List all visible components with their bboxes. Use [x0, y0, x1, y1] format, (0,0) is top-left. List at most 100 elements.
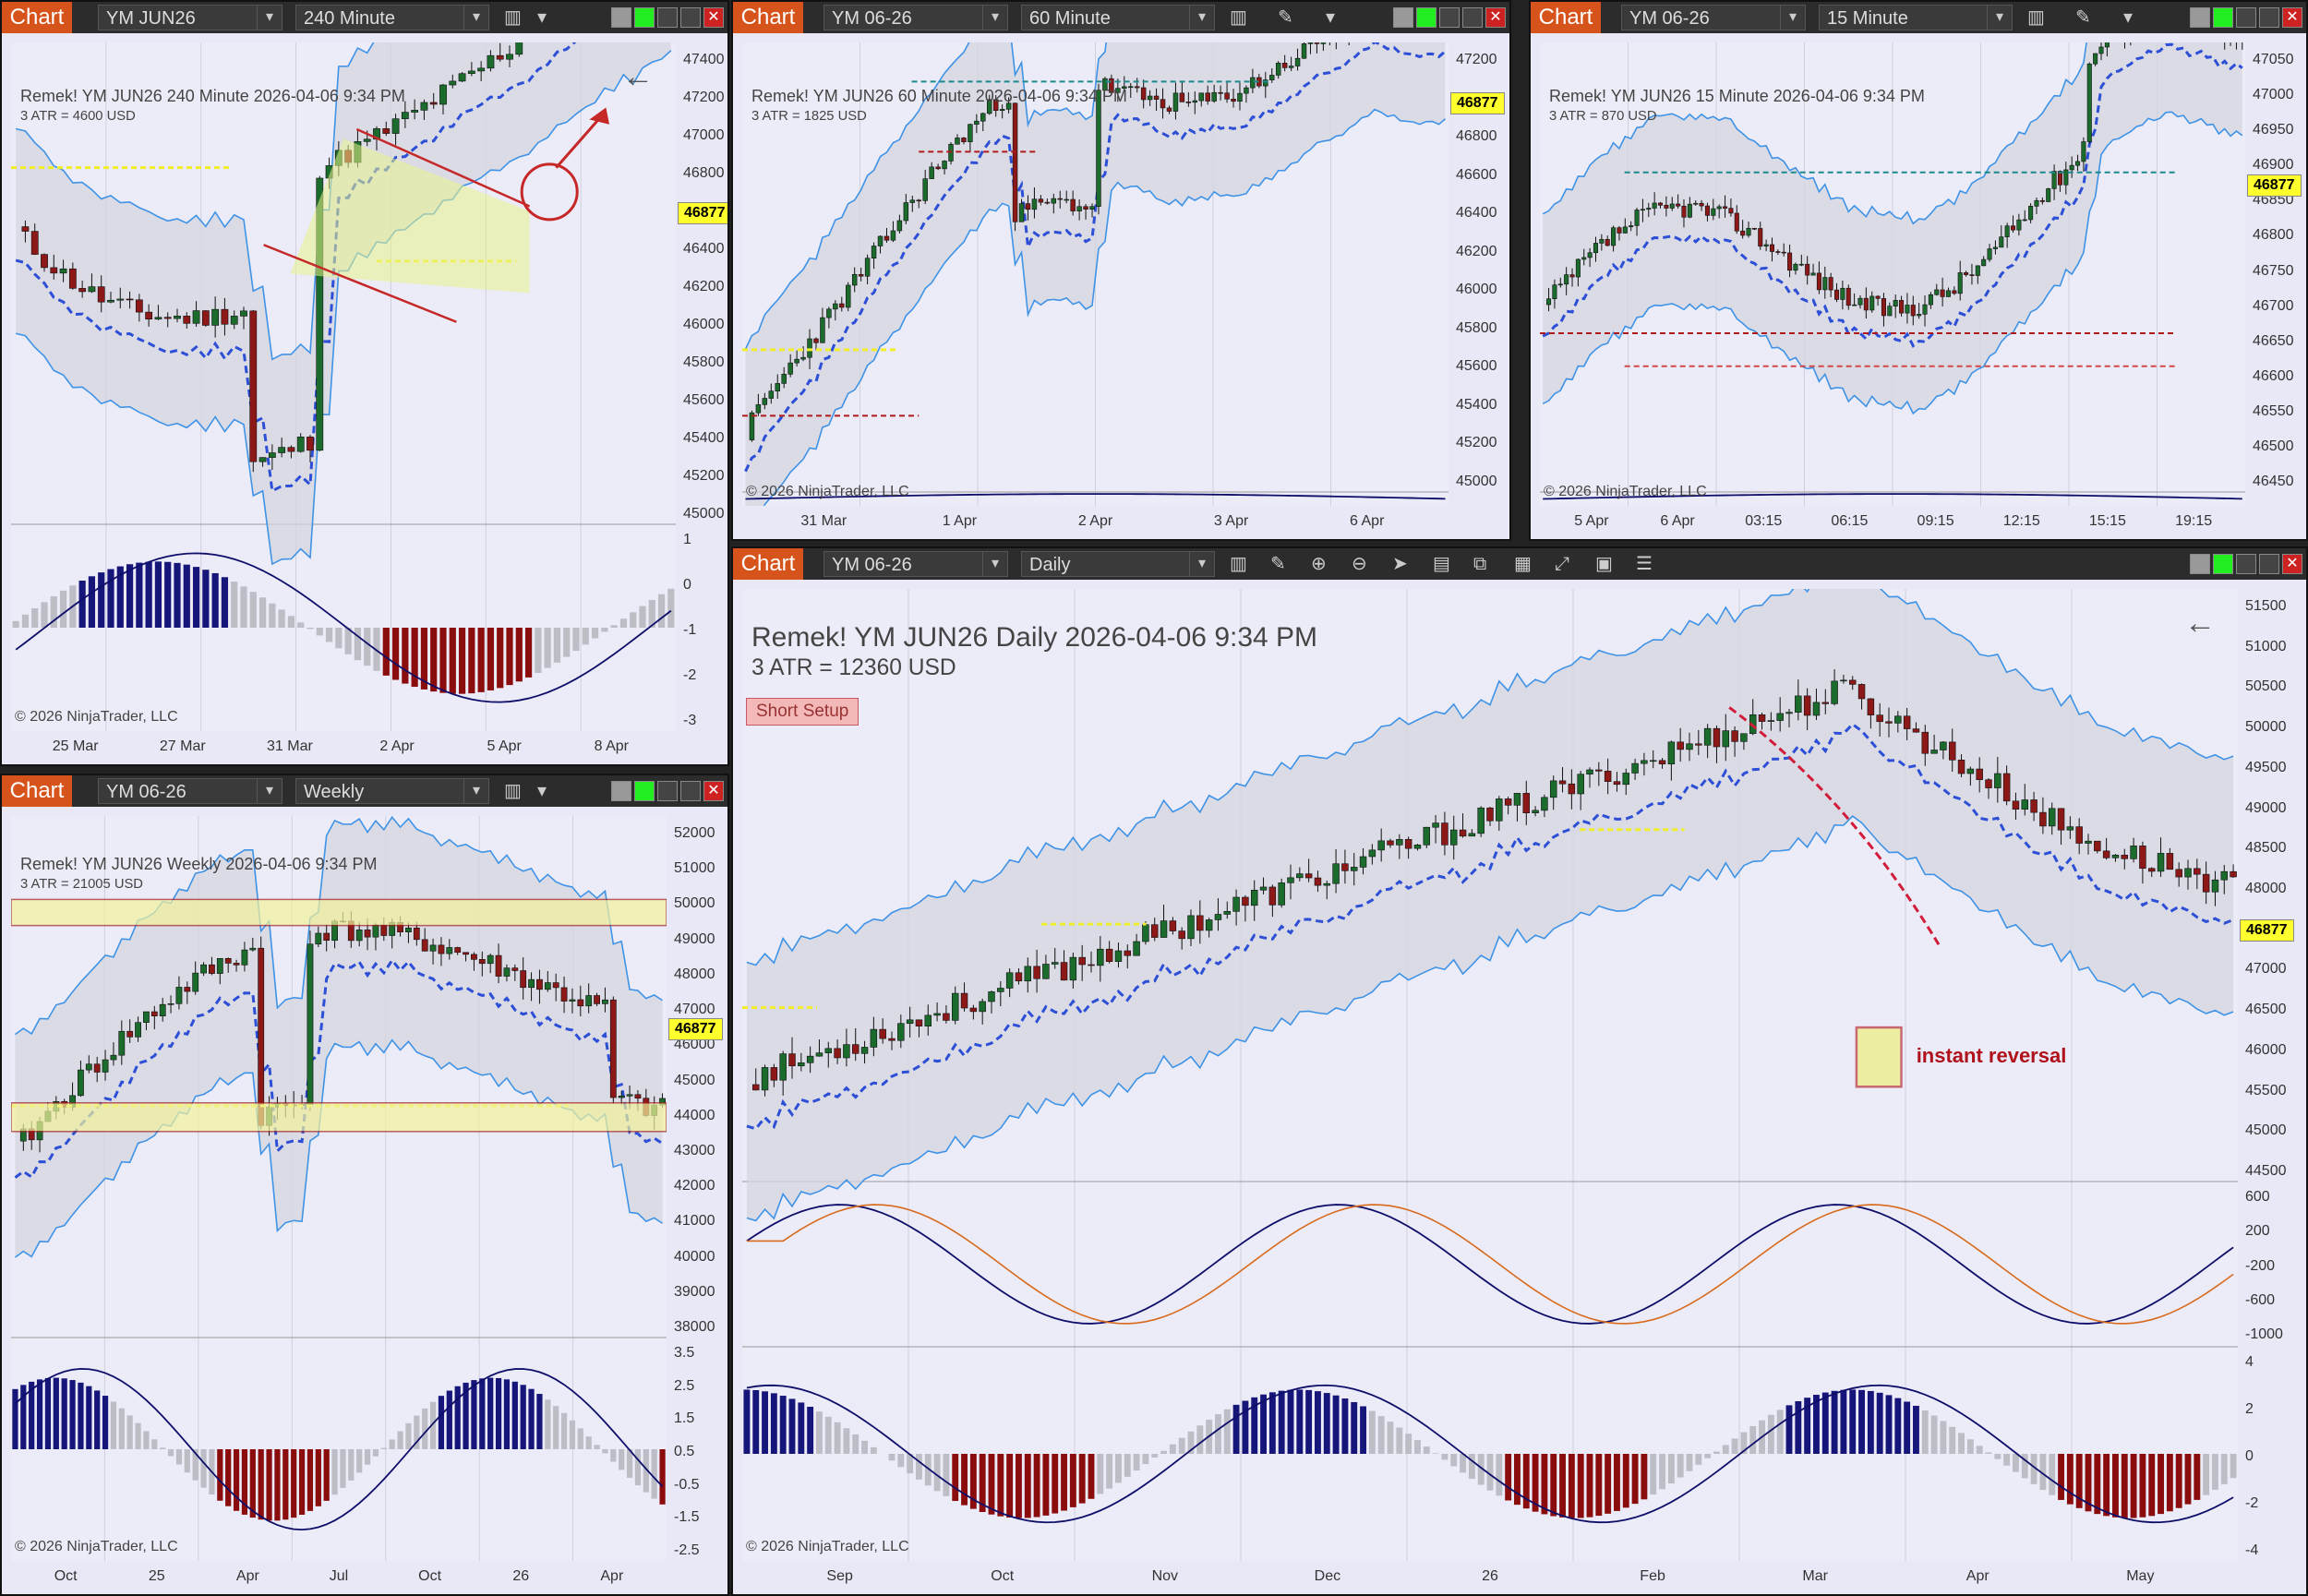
- restore-icon[interactable]: [2259, 554, 2279, 574]
- minimize-icon[interactable]: [1439, 7, 1460, 28]
- pointer-icon[interactable]: ➤: [1392, 554, 1408, 574]
- chevron-down-icon[interactable]: ▾: [1326, 7, 1336, 28]
- link-icon[interactable]: [2213, 554, 2233, 574]
- minimize-icon[interactable]: [657, 7, 678, 28]
- bar-chart-icon[interactable]: ▥: [504, 781, 522, 801]
- chevron-down-icon[interactable]: ▾: [1987, 6, 2012, 30]
- candle-body: [1751, 227, 1757, 230]
- lower-band-line: [763, 108, 1447, 506]
- close-icon[interactable]: ✕: [2282, 7, 2302, 28]
- chevron-down-icon[interactable]: ▾: [257, 779, 282, 803]
- candle-body: [948, 143, 954, 162]
- chart-menu-button[interactable]: Chart: [1531, 2, 1601, 33]
- candle-body: [1214, 914, 1222, 920]
- chart-menu-button[interactable]: Chart: [2, 2, 72, 33]
- back-arrow-icon[interactable]: ←: [622, 59, 654, 94]
- candle-body: [626, 1094, 633, 1097]
- zoom-in-icon[interactable]: ⊕: [1311, 554, 1327, 574]
- instrument-selector[interactable]: YM 06-26 ▾: [98, 778, 282, 804]
- back-arrow-icon[interactable]: ←: [2184, 606, 2216, 641]
- chevron-down-icon[interactable]: ▾: [537, 781, 547, 801]
- instrument-value: YM 06-26: [832, 8, 912, 29]
- data-box-icon[interactable]: ▤: [1433, 554, 1450, 574]
- interval-selector[interactable]: 240 Minute ▾: [295, 5, 489, 30]
- candle-body: [372, 924, 379, 938]
- bar-chart-icon[interactable]: ▥: [1230, 554, 1247, 574]
- chevron-down-icon[interactable]: ▾: [1189, 552, 1214, 576]
- candlestick-chart[interactable]: [1540, 42, 2245, 506]
- instrument-selector[interactable]: YM 06-26 ▾: [823, 551, 1008, 577]
- zoom-out-icon[interactable]: ⊖: [1352, 554, 1367, 574]
- candle-body: [495, 954, 502, 977]
- restore-icon[interactable]: [2259, 7, 2279, 28]
- bar-chart-icon[interactable]: ▥: [1230, 7, 1247, 28]
- pencil-icon[interactable]: ✎: [2075, 7, 2091, 28]
- list-icon[interactable]: ☰: [1636, 554, 1653, 574]
- drawing-tool-icon[interactable]: ⤢: [1555, 554, 1569, 574]
- candle-body: [2147, 868, 2156, 872]
- strategies-icon[interactable]: ▦: [1514, 554, 1532, 574]
- pencil-icon[interactable]: ✎: [1270, 554, 1286, 574]
- price-tick-label: 50500: [2245, 678, 2287, 695]
- chevron-down-icon[interactable]: ▾: [982, 552, 1007, 576]
- histogram-bar: [1151, 1454, 1159, 1458]
- candle-body: [924, 1014, 932, 1026]
- minimize-icon[interactable]: [2236, 554, 2256, 574]
- interval-selector[interactable]: Weekly ▾: [295, 778, 489, 804]
- candlestick-chart[interactable]: [11, 816, 667, 1561]
- histogram-bar: [291, 1449, 297, 1518]
- chart-menu-button[interactable]: Chart: [2, 775, 72, 807]
- histogram-bar: [94, 1390, 101, 1449]
- chevron-down-icon[interactable]: ▾: [2123, 7, 2134, 28]
- price-tick-label: 46000: [1456, 282, 1497, 298]
- chevron-down-icon[interactable]: ▾: [1189, 6, 1214, 30]
- indicators-icon[interactable]: ⧉: [1473, 554, 1487, 574]
- chevron-down-icon[interactable]: ▾: [1780, 6, 1805, 30]
- close-icon[interactable]: ✕: [2282, 554, 2302, 574]
- candle-body: [201, 310, 210, 326]
- histogram-bar: [315, 1449, 321, 1506]
- maximize-icon[interactable]: [2190, 7, 2210, 28]
- close-icon[interactable]: ✕: [703, 7, 724, 28]
- link-icon[interactable]: [1416, 7, 1436, 28]
- close-icon[interactable]: ✕: [1485, 7, 1506, 28]
- link-icon[interactable]: [634, 781, 655, 801]
- chevron-down-icon[interactable]: ▾: [982, 6, 1007, 30]
- link-icon[interactable]: [634, 7, 655, 28]
- bar-chart-icon[interactable]: ▥: [504, 7, 522, 28]
- candlestick-chart[interactable]: [742, 589, 2238, 1561]
- maximize-icon[interactable]: [611, 7, 631, 28]
- close-icon[interactable]: ✕: [703, 781, 724, 801]
- histogram-bar: [1586, 1454, 1593, 1518]
- instrument-selector[interactable]: YM 06-26 ▾: [1621, 5, 1806, 30]
- candlestick-chart[interactable]: [742, 42, 1449, 506]
- properties-icon[interactable]: ▣: [1595, 554, 1613, 574]
- maximize-icon[interactable]: [1393, 7, 1413, 28]
- chevron-down-icon[interactable]: ▾: [257, 6, 282, 30]
- histogram-bar: [184, 1449, 190, 1473]
- histogram-bar: [2158, 1454, 2164, 1515]
- restore-icon[interactable]: [1462, 7, 1483, 28]
- restore-icon[interactable]: [680, 781, 701, 801]
- candlestick-chart[interactable]: [11, 42, 676, 731]
- chart-menu-button[interactable]: Chart: [733, 2, 803, 33]
- short-setup-button[interactable]: Short Setup: [746, 698, 859, 726]
- interval-selector[interactable]: 60 Minute ▾: [1021, 5, 1215, 30]
- maximize-icon[interactable]: [611, 781, 631, 801]
- chevron-down-icon[interactable]: ▾: [537, 7, 547, 28]
- candle-body: [1604, 771, 1612, 782]
- pencil-icon[interactable]: ✎: [1278, 7, 1293, 28]
- interval-selector[interactable]: Daily ▾: [1021, 551, 1215, 577]
- restore-icon[interactable]: [680, 7, 701, 28]
- minimize-icon[interactable]: [2236, 7, 2256, 28]
- link-icon[interactable]: [2213, 7, 2233, 28]
- maximize-icon[interactable]: [2190, 554, 2210, 574]
- minimize-icon[interactable]: [657, 781, 678, 801]
- chevron-down-icon[interactable]: ▾: [463, 6, 488, 30]
- interval-selector[interactable]: 15 Minute ▾: [1819, 5, 2013, 30]
- chevron-down-icon[interactable]: ▾: [463, 779, 488, 803]
- instrument-selector[interactable]: YM JUN26 ▾: [98, 5, 282, 30]
- instrument-selector[interactable]: YM 06-26 ▾: [823, 5, 1008, 30]
- bar-chart-icon[interactable]: ▥: [2027, 7, 2045, 28]
- chart-menu-button[interactable]: Chart: [733, 548, 803, 580]
